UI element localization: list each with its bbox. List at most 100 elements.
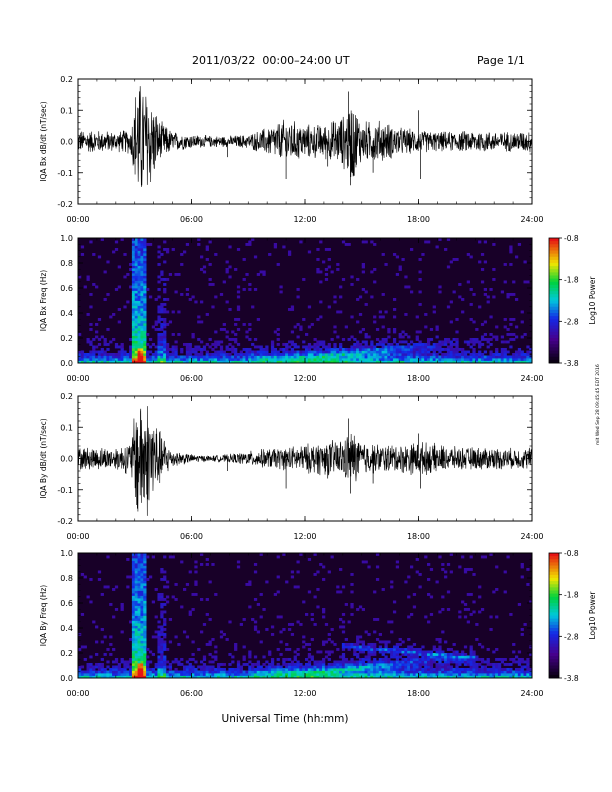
spectrogram-cell [526,345,530,349]
spectrogram-cell [163,640,167,644]
spectrogram-cell [134,338,138,341]
spectrogram-cell [157,288,161,291]
spectrogram-cell [154,588,158,591]
spectrogram-cell [316,570,320,574]
spectrogram-cell [97,668,102,671]
spectrogram-cell [353,345,357,349]
spectrogram-cell [466,360,470,364]
spectrogram-cell [151,353,156,356]
spectrogram-cell [287,360,292,364]
spectrogram-cell [407,335,411,339]
spectrogram-cell [497,353,502,356]
spectrogram-cell [191,640,195,644]
spectrogram-cell [157,320,161,324]
spectrogram-cell [424,555,428,559]
spectrogram-cell [350,663,354,666]
spectrogram-cell [429,653,434,656]
spectrogram-cell [407,595,411,599]
spectrogram-cell [489,333,493,336]
spectrogram-cell [103,355,107,359]
spectrogram-cell [435,673,439,676]
spectrogram-cell [117,360,121,364]
spectrogram-cell [234,353,238,356]
spectrogram-cell [475,338,479,341]
spectrogram-cell [358,660,363,664]
spectrogram-cell [500,670,505,674]
spectrogram-cell [134,620,138,624]
spectrogram-cell [424,353,428,356]
spectrogram-cell [370,645,374,649]
spectrogram-cell [361,643,365,646]
spectrogram-cell [137,305,141,309]
y-tick-label: 0.6 [60,284,73,293]
spectrogram-cell [290,623,295,626]
spectrogram-cell [182,670,187,674]
spectrogram-cell [299,673,303,676]
spectrogram-cell [287,673,292,676]
spectrogram-cell [503,668,507,671]
spectrogram-cell [347,663,351,666]
spectrogram-cell [378,353,383,356]
spectrogram-cell [279,668,283,671]
spectrogram-cell [293,665,297,669]
spectrogram-cell [191,348,195,351]
spectrogram-cell [466,355,470,359]
spectrogram-cell [131,293,136,296]
spectrogram-cell [131,275,136,279]
spectrogram-cell [165,660,170,664]
spectrogram-cell [506,668,510,671]
spectrogram-cell [432,675,436,679]
spectrogram-cell [151,673,156,676]
spectrogram-cell [140,343,144,346]
spectrogram-cell [131,645,136,649]
spectrogram-cell [208,665,212,669]
spectrogram-cell [427,655,431,659]
spectrogram-cell [174,668,178,671]
spectrogram-cell [205,358,209,361]
spectrogram-cell [415,353,419,356]
spectrogram-cell [160,593,164,596]
spectrogram-cell [163,578,167,581]
spectrogram-cell [265,345,269,349]
spectrogram-cell [319,358,323,361]
colorbar-segment [549,338,559,342]
spectrogram-cell [276,668,280,671]
spectrogram-cell [378,658,383,661]
spectrogram-cell [429,668,434,671]
spectrogram-cell [341,360,346,364]
spectrogram-cell [432,310,436,314]
spectrogram-cell [327,265,331,269]
spectrogram-cell [268,675,272,679]
spectrogram-cell [412,673,417,676]
spectrogram-cell [350,645,354,649]
spectrogram-cell [472,355,476,359]
spectrogram-cell [285,663,289,666]
spectrogram-cell [205,675,209,679]
spectrogram-cell [412,648,417,651]
spectrogram-cell [134,253,138,256]
spectrogram-cell [404,285,408,289]
spectrogram-cell [523,280,527,284]
spectrogram-cell [492,590,496,594]
spectrogram-cell [310,350,314,354]
spectrogram-cell [483,288,487,291]
spectrogram-cell [429,345,434,349]
spectrogram-cell [509,250,513,254]
spectrogram-cell [370,643,374,646]
spectrogram-cell [438,360,442,364]
spectrogram-cell [512,650,516,654]
spectrogram-cell [134,670,138,674]
spectrogram-cell [339,670,343,674]
spectrogram-cell [296,620,300,624]
spectrogram-cell [523,660,527,664]
spectrogram-cell [137,323,141,326]
spectrogram-cell [364,663,368,666]
spectrogram-cell [112,360,116,364]
spectrogram-cell [211,358,215,361]
spectrogram-cell [80,353,85,356]
spectrogram-cell [395,565,400,569]
spectrogram-cell [370,348,374,351]
spectrogram-cell [157,635,161,639]
spectrogram-cell [495,325,499,329]
spectrogram-cell [327,345,331,349]
